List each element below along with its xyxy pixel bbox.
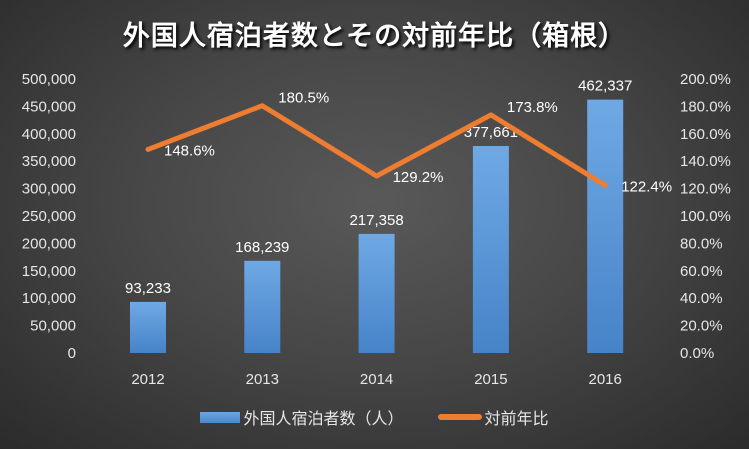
bar-data-label: 168,239 (235, 239, 289, 256)
line-series (145, 103, 608, 188)
y-right-tick-label: 200.0% (680, 71, 731, 88)
bar-data-label: 217,358 (349, 212, 403, 229)
legend: 外国人宿泊者数（人） 対前年比 (0, 405, 749, 429)
line-data-label: 122.4% (621, 178, 672, 195)
legend-item-bar: 外国人宿泊者数（人） (200, 405, 404, 429)
legend-label-line: 対前年比 (484, 409, 549, 428)
y-left-tick-label: 250,000 (22, 208, 76, 225)
y-right-tick-label: 60.0% (680, 263, 723, 280)
y-right-tick-label: 20.0% (680, 318, 723, 335)
bar-2015 (472, 146, 509, 353)
y-right-tick-label: 140.0% (680, 153, 731, 170)
y-left-tick-label: 300,000 (22, 181, 76, 198)
legend-item-line: 対前年比 (437, 405, 549, 429)
y-right-tick-label: 40.0% (680, 290, 723, 307)
bar-2013 (244, 260, 281, 353)
bar-2014 (358, 233, 395, 353)
bar-2016 (587, 99, 624, 354)
y-right-tick-label: 160.0% (680, 126, 731, 143)
bar-data-label: 462,337 (578, 78, 632, 95)
y-right-tick-label: 120.0% (680, 181, 731, 198)
y-left-tick-label: 400,000 (22, 126, 76, 143)
y-right-tick-label: 80.0% (680, 235, 723, 252)
y-left-tick-label: 500,000 (22, 71, 76, 88)
y-right-tick-label: 0.0% (680, 345, 714, 362)
line-data-label: 148.6% (164, 142, 215, 159)
chart-title: 外国人宿泊者数とその対前年比（箱根） (122, 21, 627, 52)
x-tick-label: 2012 (131, 371, 164, 388)
x-tick-label: 2016 (589, 371, 622, 388)
line-data-label: 129.2% (393, 169, 444, 186)
line-data-label: 180.5% (278, 90, 329, 107)
y-left-tick-label: 200,000 (22, 235, 76, 252)
x-tick-label: 2014 (360, 371, 393, 388)
y-left-tick-label: 450,000 (22, 98, 76, 115)
bar-2012 (130, 301, 166, 353)
legend-swatch-bar (200, 411, 241, 423)
y-left-tick-label: 100,000 (22, 290, 76, 307)
y-right-tick-label: 100.0% (680, 208, 731, 225)
x-tick-label: 2013 (246, 371, 279, 388)
legend-swatch-line (437, 414, 482, 420)
y-left-tick-label: 0 (68, 345, 76, 362)
y-left-tick-label: 150,000 (22, 263, 76, 280)
line-data-label: 173.8% (507, 99, 558, 116)
bar-data-label: 93,233 (125, 280, 171, 297)
y-left-tick-label: 50,000 (30, 318, 76, 335)
bar-data-label: 377,661 (464, 124, 518, 141)
y-right-tick-label: 180.0% (680, 98, 731, 115)
x-tick-label: 2015 (474, 371, 507, 388)
y-left-tick-label: 350,000 (22, 153, 76, 170)
legend-label-bar: 外国人宿泊者数（人） (243, 409, 404, 428)
